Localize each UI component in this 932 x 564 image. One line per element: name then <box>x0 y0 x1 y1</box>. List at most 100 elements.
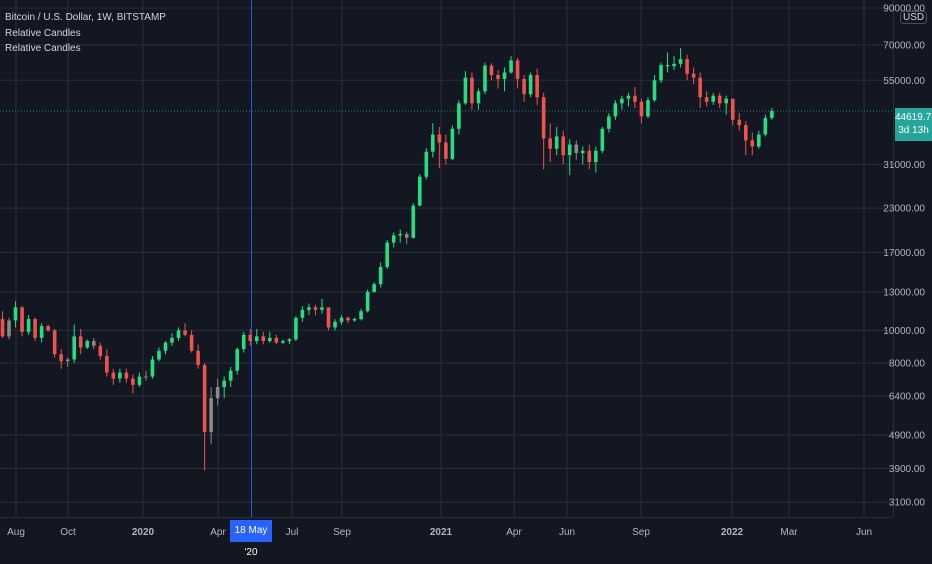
candle-body[interactable] <box>750 140 755 147</box>
candle-body[interactable] <box>85 341 90 348</box>
candle-body[interactable] <box>235 349 240 371</box>
candle-body[interactable] <box>444 142 448 159</box>
candle-body[interactable] <box>411 205 416 238</box>
candle-body[interactable] <box>587 150 592 163</box>
candle-body[interactable] <box>404 233 409 238</box>
price-axis[interactable]: 90000.00 70000.00 55000.00 31000.00 23000.00… <box>883 4 925 509</box>
candle-body[interactable] <box>98 345 103 356</box>
candle-body[interactable] <box>346 317 350 321</box>
candle-body[interactable] <box>561 136 566 156</box>
candle-body[interactable] <box>189 334 194 351</box>
candle-body[interactable] <box>496 75 500 79</box>
candle-body[interactable] <box>215 386 220 399</box>
candle-body[interactable] <box>652 80 657 101</box>
candle-body[interactable] <box>659 65 663 81</box>
candle-body[interactable] <box>124 372 129 379</box>
candle-body[interactable] <box>711 95 715 102</box>
candle-body[interactable] <box>222 380 226 387</box>
candle-body[interactable] <box>522 78 526 95</box>
candle-body[interactable] <box>704 97 709 102</box>
candle-body[interactable] <box>541 97 546 139</box>
candle-body[interactable] <box>554 136 559 149</box>
candle-body[interactable] <box>528 75 533 95</box>
candle-body[interactable] <box>176 330 181 338</box>
candle-body[interactable] <box>7 320 11 337</box>
candle-body[interactable] <box>437 134 442 143</box>
candle-body[interactable] <box>398 233 403 236</box>
candle-body[interactable] <box>730 98 735 120</box>
currency-badge[interactable]: USD <box>900 11 928 24</box>
candle-body[interactable] <box>294 317 298 340</box>
candle-body[interactable] <box>157 350 161 360</box>
candle-body[interactable] <box>372 284 376 292</box>
candle-body[interactable] <box>685 59 689 74</box>
candle-body[interactable] <box>385 242 389 268</box>
candle-body[interactable] <box>352 319 357 321</box>
candle-body[interactable] <box>254 336 259 342</box>
candle-body[interactable] <box>163 342 168 351</box>
candle-body[interactable] <box>691 73 696 78</box>
candle-body[interactable] <box>646 100 650 117</box>
candle-body[interactable] <box>757 134 761 147</box>
candle-body[interactable] <box>359 311 363 320</box>
candle-body[interactable] <box>665 65 670 67</box>
candle-body[interactable] <box>431 134 435 152</box>
candle-body[interactable] <box>105 355 109 373</box>
candle-body[interactable] <box>26 319 31 332</box>
candle-body[interactable] <box>150 359 155 377</box>
candle-body[interactable] <box>196 350 200 365</box>
candle-body[interactable] <box>209 398 213 433</box>
candle-body[interactable] <box>417 176 422 206</box>
candle-body[interactable] <box>737 119 742 126</box>
time-axis[interactable]: Aug Oct 2020 Apr Jul Sep 2021 Apr Jun Sep 2022 Mar J… <box>7 527 872 538</box>
candle-body[interactable] <box>137 376 142 385</box>
candle-body[interactable] <box>548 138 552 149</box>
candle-body[interactable] <box>678 59 683 64</box>
candle-body[interactable] <box>613 103 618 117</box>
candle-body[interactable] <box>476 91 481 104</box>
candle-body[interactable] <box>600 128 605 151</box>
candle-body[interactable] <box>639 101 644 117</box>
candle-body[interactable] <box>287 339 292 342</box>
candle-body[interactable] <box>33 319 37 338</box>
candle-body[interactable] <box>91 341 96 346</box>
candle-body[interactable] <box>509 60 513 73</box>
candle-body[interactable] <box>131 378 135 385</box>
candle-body[interactable] <box>118 372 122 379</box>
candle-body[interactable] <box>489 65 494 76</box>
candle-body[interactable] <box>72 336 77 360</box>
candle-body[interactable] <box>144 376 148 378</box>
candle-body[interactable] <box>248 334 253 342</box>
indicator-label-2[interactable]: Relative Candles <box>5 43 81 54</box>
candle-body[interactable] <box>574 144 579 153</box>
candles-series[interactable] <box>0 48 774 471</box>
candle-body[interactable] <box>39 326 44 338</box>
candle-body[interactable] <box>502 72 507 79</box>
candle-body[interactable] <box>620 98 624 104</box>
candle-body[interactable] <box>567 144 572 156</box>
candle-body[interactable] <box>281 341 285 343</box>
candle-body[interactable] <box>300 309 305 318</box>
candle-body[interactable] <box>261 336 266 342</box>
candle-body[interactable] <box>391 235 396 243</box>
candle-body[interactable] <box>594 150 598 163</box>
candle-body[interactable] <box>65 359 70 362</box>
candle-body[interactable] <box>535 75 539 98</box>
candle-body[interactable] <box>307 307 311 310</box>
candle-body[interactable] <box>313 307 318 310</box>
candle-body[interactable] <box>457 103 461 129</box>
candle-body[interactable] <box>0 319 5 337</box>
candle-body[interactable] <box>470 77 474 104</box>
symbol-title[interactable]: Bitcoin / U.S. Dollar, 1W, BITSTAMP <box>5 12 166 23</box>
candle-body[interactable] <box>450 128 455 159</box>
candle-body[interactable] <box>52 330 57 355</box>
candle-body[interactable] <box>339 317 344 322</box>
candle-body[interactable] <box>111 372 116 379</box>
candle-body[interactable] <box>202 364 207 433</box>
candle-body[interactable] <box>170 337 174 343</box>
candle-body[interactable] <box>717 95 722 104</box>
candle-body[interactable] <box>743 125 748 141</box>
candle-body[interactable] <box>59 354 63 362</box>
candle-body[interactable] <box>365 291 370 312</box>
candle-body[interactable] <box>607 116 611 129</box>
